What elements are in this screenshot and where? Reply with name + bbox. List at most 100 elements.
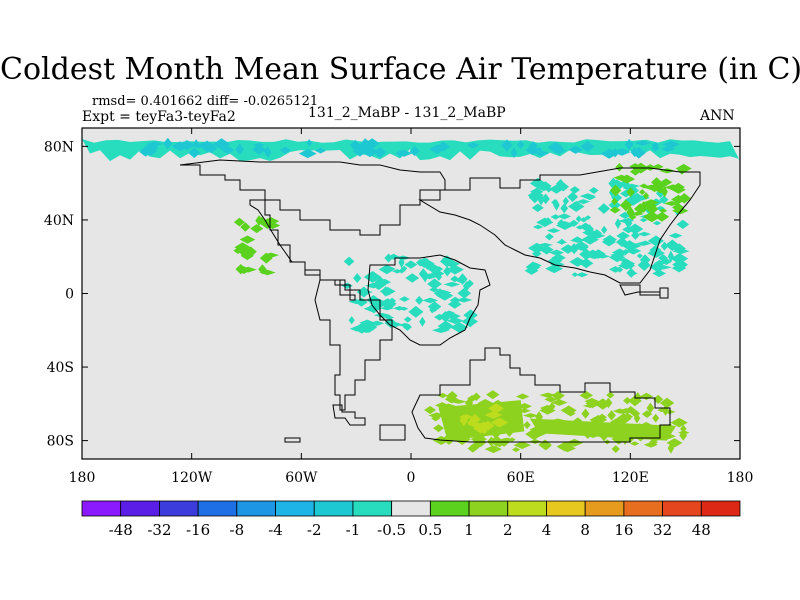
field-patch [611,192,623,203]
colorbar-label: 32 [653,521,672,539]
experiment-label: Expt = teyFa3-teyFa2 [82,109,236,125]
field-patch [352,146,367,157]
colorbar-swatch [468,500,509,517]
field-patch [652,220,662,226]
field-east-antarctica-6 [424,390,690,454]
field-patch [624,138,634,151]
colorbar: -48 -32 -16 -8 -4 -2 -1 -0.5 0.5 1 2 4 8 16 32 48 [81,500,741,539]
field-patch [544,233,554,241]
field-patch [638,189,646,196]
colorbar-swatch [197,500,238,517]
field-patch [608,200,621,211]
field-patch [235,263,247,275]
field-patch [467,395,477,403]
field-patch [575,215,582,223]
field-patch [619,211,632,220]
x-tick-label: 60E [507,470,535,486]
field-patch [437,320,454,332]
field-patch [279,146,291,154]
field-patch [298,149,317,159]
field-patch [373,312,392,318]
field-patch [379,286,396,296]
field-patch [630,409,641,418]
coast-south-america [314,279,393,411]
field-patch [517,408,531,414]
field-arctic-interior-1 [139,137,680,159]
colorbar-label: 0.5 [418,521,442,539]
field-patch [661,185,668,198]
field-patch [439,255,455,268]
field-patch [639,200,649,213]
field-patch [600,148,618,159]
field-patch [480,428,488,434]
field-patch [555,221,574,230]
field-patch [306,139,313,147]
field-patch [139,146,153,157]
x-tick-label: 0 [407,470,416,486]
field-patch [676,219,690,229]
field-patch [640,240,650,246]
field-patch [584,224,594,234]
x-tick-label: 180 [727,470,754,486]
field-patch [626,187,635,198]
colorbar-label: -1 [346,521,361,539]
field-patch [264,221,281,230]
field-patch [409,146,420,157]
field-patch [467,444,479,453]
colorbar-label: 2 [503,521,513,539]
field-patch [539,406,556,415]
field-patch [524,266,539,275]
field-patch [557,213,572,220]
field-east-asia-2 [524,177,690,278]
field-patch [537,242,554,247]
field-patch [580,217,588,223]
field-patch [653,394,664,404]
colorbar-swatch [429,500,470,517]
colorbar-label: 1 [464,521,474,539]
coastlines [179,159,701,443]
colorbar-label: 4 [542,521,552,539]
field-patch [658,208,668,213]
field-patch [498,437,516,442]
field-patch [492,439,507,448]
field-patch [450,275,460,283]
field-patch [654,211,670,222]
field-patch [259,252,273,264]
field-patch [678,430,690,435]
field-patch [415,295,424,305]
field-patch [387,301,396,308]
field-patch [387,297,397,304]
field-patch [569,238,586,243]
y-tick-label: 40N [44,213,74,229]
field-patch [581,408,590,419]
field-patch [639,183,649,189]
field-patch [551,399,568,406]
field-patch [591,233,606,239]
field-patch [513,441,532,449]
field-patch [450,322,468,333]
field-patch [378,264,395,275]
coast-antarctica [411,347,671,443]
coast-small-island [284,437,301,443]
coast-eurasia [418,167,701,284]
plot-background [82,128,740,459]
field-patch [435,272,443,281]
field-patch [531,203,544,212]
field-patch [523,420,531,430]
coast-africa-europe [367,254,491,346]
field-patch [651,181,667,191]
field-patch [631,230,640,240]
field-patch [471,392,481,402]
colorbar-label: -0.5 [377,521,406,539]
field-patch [579,193,596,199]
field-patch [529,418,677,441]
coast-peninsula [379,424,406,441]
field-patch [569,256,587,267]
field-patch [642,192,650,200]
field-patch [469,413,481,425]
stats-label: rmsd= 0.401662 diff= -0.0265121 [92,94,319,109]
field-patch [647,235,665,247]
field-patch [623,397,632,405]
field-patch [373,146,387,158]
field-patch [537,193,545,206]
